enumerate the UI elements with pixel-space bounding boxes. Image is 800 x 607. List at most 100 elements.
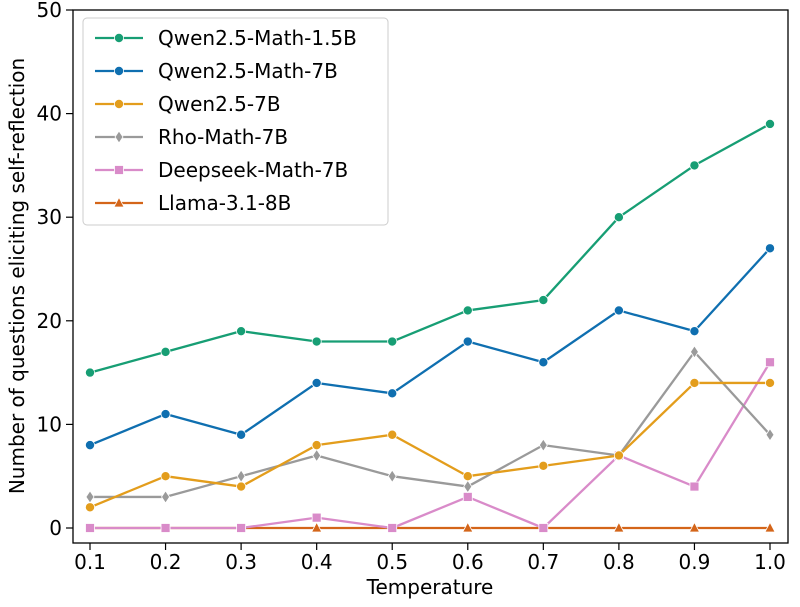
- x-tick-label: 1.0: [754, 550, 786, 574]
- x-axis-label: Temperature: [366, 575, 494, 599]
- data-point: [85, 490, 95, 504]
- data-point: [311, 512, 322, 523]
- legend-marker: [114, 165, 124, 175]
- data-point: [613, 521, 625, 533]
- data-point: [387, 388, 398, 399]
- data-point: [689, 160, 700, 171]
- series-line: [89, 247, 771, 447]
- y-tick-label: 50: [37, 0, 62, 22]
- data-point: [387, 523, 398, 533]
- legend-label: Deepseek-Math-7B: [158, 158, 348, 182]
- data-point: [85, 440, 96, 451]
- series-qwen2-5-math-1-5b: [85, 118, 776, 378]
- x-tick-label: 0.5: [376, 550, 408, 574]
- x-tick-label: 0.3: [225, 550, 257, 574]
- data-point: [462, 521, 474, 533]
- data-point: [236, 481, 247, 492]
- data-point: [387, 429, 398, 440]
- legend-marker: [114, 99, 125, 110]
- y-tick-label: 0: [49, 516, 62, 540]
- data-point: [538, 460, 549, 471]
- data-point: [688, 521, 701, 533]
- y-tick-label: 40: [37, 102, 62, 126]
- x-tick-label: 0.7: [527, 550, 559, 574]
- x-tick-label: 0.9: [679, 550, 711, 574]
- legend-box: [82, 17, 389, 226]
- data-point: [689, 326, 700, 337]
- x-axis: 0.1 0.2 0.3 0.4 0.5 0.6 0.7 0.8 0.9 1.0: [74, 543, 786, 574]
- data-point: [387, 469, 397, 483]
- x-tick-label: 0.2: [150, 550, 182, 574]
- data-point: [689, 481, 700, 492]
- data-point: [236, 469, 246, 483]
- legend-marker: [114, 33, 125, 44]
- data-point: [160, 471, 171, 482]
- y-axis-label: Number of questions eliciting self-refle…: [5, 58, 29, 494]
- data-point: [463, 479, 473, 494]
- y-tick-label: 20: [37, 309, 62, 333]
- data-point: [311, 440, 322, 451]
- data-point: [160, 409, 171, 420]
- data-point: [765, 118, 776, 129]
- series-line: [89, 381, 770, 509]
- data-point: [613, 305, 624, 316]
- legend-label: Llama-3.1-8B: [158, 191, 291, 215]
- data-point: [765, 428, 775, 442]
- data-point: [538, 438, 548, 452]
- data-point: [85, 367, 96, 378]
- data-point: [311, 377, 322, 388]
- legend: Qwen2.5-Math-1.5B Qwen2.5-Math-7B Qwen2.5-…: [82, 17, 389, 226]
- series-line: [90, 350, 771, 499]
- data-point: [160, 523, 171, 533]
- data-point: [689, 377, 700, 388]
- legend-label: Qwen2.5-Math-1.5B: [158, 26, 357, 50]
- x-tick-label: 0.4: [301, 550, 333, 574]
- data-point: [764, 521, 776, 533]
- data-point: [236, 326, 247, 337]
- plot-frame: [72, 9, 789, 544]
- legend-marker: [114, 130, 124, 144]
- data-point: [161, 490, 171, 504]
- data-point: [85, 502, 96, 513]
- data-point: [85, 523, 95, 533]
- data-point: [765, 357, 775, 368]
- y-tick-label: 30: [37, 205, 62, 229]
- legend-label: Qwen2.5-7B: [158, 92, 281, 116]
- legend-marker: [114, 66, 125, 77]
- y-tick-label: 10: [37, 412, 62, 436]
- data-point: [538, 295, 549, 306]
- data-point: [689, 345, 699, 359]
- series-qwen2-5-7b: [85, 377, 776, 513]
- data-point: [538, 357, 549, 368]
- data-point: [462, 471, 473, 482]
- data-point: [613, 212, 624, 223]
- legend-marker: [113, 196, 125, 208]
- data-point: [312, 448, 322, 463]
- data-point: [236, 523, 247, 533]
- series-layer: [84, 118, 776, 533]
- series-line: [90, 361, 771, 530]
- data-point: [311, 336, 322, 347]
- x-tick-label: 0.8: [603, 550, 635, 574]
- data-point: [462, 336, 473, 347]
- data-point: [613, 450, 624, 461]
- data-point: [462, 305, 473, 316]
- series-deepseek-math-7b: [85, 357, 775, 533]
- data-point: [236, 429, 247, 440]
- legend-label: Qwen2.5-Math-7B: [158, 59, 338, 83]
- y-axis: 0 10 20 30 40 50: [37, 0, 73, 540]
- data-point: [765, 377, 776, 388]
- data-point: [462, 492, 473, 502]
- x-tick-label: 0.1: [74, 550, 106, 574]
- data-point: [765, 243, 776, 254]
- data-point: [160, 346, 171, 357]
- series-line: [89, 122, 771, 374]
- legend-label: Rho-Math-7B: [158, 125, 288, 149]
- x-tick-label: 0.6: [452, 550, 484, 574]
- data-point: [387, 336, 398, 347]
- series-qwen2-5-math-7b: [85, 243, 776, 451]
- data-point: [311, 521, 323, 533]
- data-point: [538, 523, 549, 533]
